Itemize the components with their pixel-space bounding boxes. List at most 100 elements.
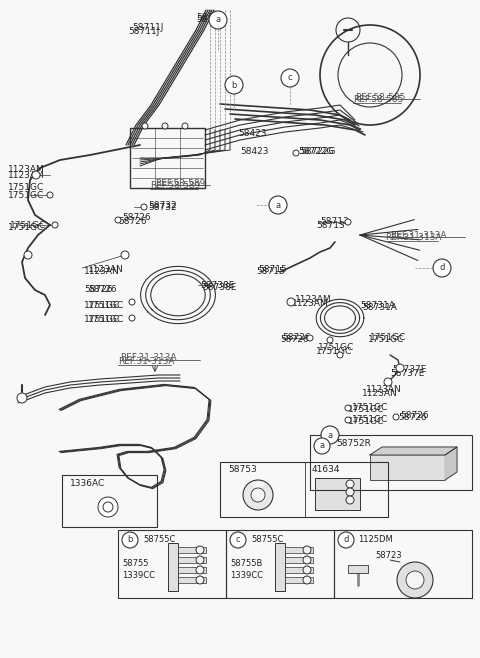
Text: 1751GC: 1751GC — [352, 403, 388, 413]
Circle shape — [115, 217, 121, 223]
Text: 1339CC: 1339CC — [230, 572, 263, 580]
Text: 58726: 58726 — [280, 336, 309, 345]
Text: 58753: 58753 — [228, 465, 257, 474]
Circle shape — [433, 259, 451, 277]
Circle shape — [141, 204, 147, 210]
Circle shape — [345, 405, 351, 411]
Bar — [285, 567, 313, 573]
Circle shape — [303, 556, 311, 564]
Circle shape — [406, 571, 424, 589]
Circle shape — [196, 566, 204, 574]
Text: 58726: 58726 — [282, 334, 311, 343]
Bar — [285, 577, 313, 583]
Polygon shape — [253, 482, 263, 486]
Bar — [348, 565, 368, 573]
Text: 58738E: 58738E — [202, 282, 236, 291]
Text: 1751GC: 1751GC — [318, 343, 354, 353]
Text: 1123AM: 1123AM — [8, 166, 45, 174]
Text: REF.58-585: REF.58-585 — [353, 95, 403, 103]
Text: 1751GC: 1751GC — [370, 334, 406, 343]
Text: 58755B: 58755B — [230, 559, 263, 567]
Text: 58713: 58713 — [320, 218, 349, 226]
Text: 1123AM: 1123AM — [8, 170, 45, 180]
Circle shape — [281, 69, 299, 87]
Circle shape — [303, 566, 311, 574]
Circle shape — [17, 393, 27, 403]
Circle shape — [293, 150, 299, 156]
Circle shape — [122, 532, 138, 548]
Circle shape — [346, 488, 354, 496]
Circle shape — [142, 123, 148, 129]
Text: REF.58-585: REF.58-585 — [355, 93, 406, 101]
Circle shape — [314, 438, 330, 454]
Text: 58715: 58715 — [258, 265, 287, 274]
Text: 1751GC: 1751GC — [10, 220, 46, 230]
Circle shape — [384, 378, 392, 386]
Text: 1123AM: 1123AM — [295, 295, 332, 305]
Text: 58732: 58732 — [148, 203, 177, 211]
Circle shape — [337, 352, 343, 358]
Text: 1123AN: 1123AN — [84, 268, 120, 276]
Text: c: c — [288, 74, 292, 82]
Circle shape — [307, 335, 313, 341]
Text: 58726: 58726 — [400, 411, 429, 420]
Text: REF.31-313A: REF.31-313A — [385, 232, 442, 241]
Circle shape — [346, 480, 354, 488]
Text: 1751GC: 1751GC — [348, 405, 384, 415]
Text: 1751GC: 1751GC — [348, 417, 384, 426]
Text: 58737E: 58737E — [392, 365, 426, 374]
Bar — [226, 530, 334, 598]
Bar — [334, 530, 472, 598]
Text: REF.58-589: REF.58-589 — [150, 180, 200, 190]
Circle shape — [251, 488, 265, 502]
Circle shape — [345, 417, 351, 423]
Text: 1123AN: 1123AN — [362, 388, 398, 397]
Text: d: d — [439, 263, 444, 272]
Text: d: d — [343, 536, 348, 545]
Text: 58755C: 58755C — [143, 534, 175, 544]
Text: 58726: 58726 — [122, 213, 151, 222]
Text: 58711J: 58711J — [132, 24, 163, 32]
Text: b: b — [127, 536, 132, 545]
Text: 58726: 58726 — [88, 286, 117, 295]
Text: 1751GC: 1751GC — [8, 191, 44, 199]
Circle shape — [396, 364, 404, 372]
Polygon shape — [370, 447, 457, 455]
Text: REF.31-313A: REF.31-313A — [118, 357, 175, 365]
Text: 58731A: 58731A — [360, 301, 395, 309]
Circle shape — [338, 532, 354, 548]
Circle shape — [196, 576, 204, 584]
Circle shape — [24, 251, 32, 259]
Circle shape — [209, 11, 227, 29]
Circle shape — [287, 298, 295, 306]
Circle shape — [345, 219, 351, 225]
Text: 1751GC: 1751GC — [8, 184, 44, 193]
Circle shape — [47, 192, 53, 198]
Circle shape — [397, 562, 433, 598]
Text: 58715: 58715 — [256, 268, 285, 276]
Bar — [275, 543, 285, 591]
Text: REF.31-313A: REF.31-313A — [390, 230, 446, 240]
Circle shape — [346, 496, 354, 504]
Bar — [178, 557, 206, 563]
Bar — [285, 557, 313, 563]
Text: 1125DM: 1125DM — [358, 534, 393, 544]
Bar — [178, 567, 206, 573]
Text: 58726: 58726 — [398, 413, 427, 422]
Circle shape — [98, 497, 118, 517]
Circle shape — [269, 196, 287, 214]
Text: 58755: 58755 — [122, 559, 148, 567]
Circle shape — [321, 426, 339, 444]
Bar — [178, 547, 206, 553]
Circle shape — [129, 315, 135, 321]
Text: a: a — [327, 430, 333, 440]
Bar — [118, 530, 226, 598]
Bar — [130, 128, 205, 188]
Circle shape — [393, 414, 399, 420]
Text: 58752R: 58752R — [336, 440, 371, 449]
Text: 1336AC: 1336AC — [70, 478, 105, 488]
Text: 1751GC: 1751GC — [316, 347, 352, 357]
Bar — [370, 455, 445, 480]
Text: 1751GC: 1751GC — [84, 315, 120, 324]
Text: 58423: 58423 — [238, 128, 266, 138]
